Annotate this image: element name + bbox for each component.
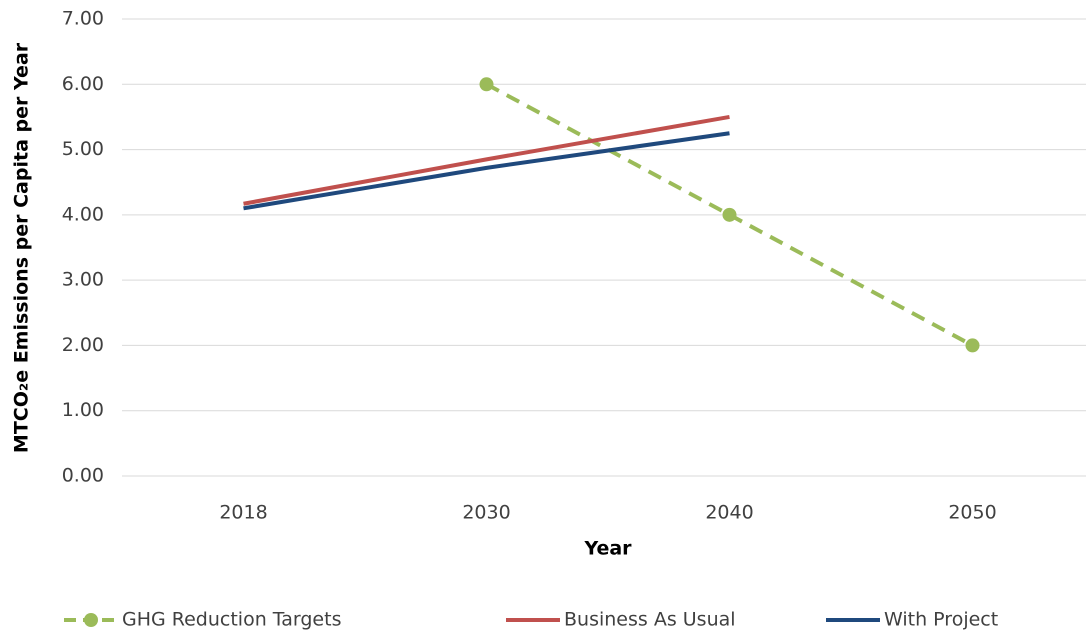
legend-label: With Project xyxy=(884,609,998,631)
y-axis-title: MTCO₂e Emissions per Capita per Year xyxy=(11,42,33,453)
y-tick-label: 6.00 xyxy=(62,73,104,95)
y-tick-label: 0.00 xyxy=(62,465,104,487)
marker xyxy=(722,207,737,222)
legend-label: GHG Reduction Targets xyxy=(122,609,341,631)
x-axis-title: Year xyxy=(583,538,632,560)
legend-marker xyxy=(84,613,98,627)
x-tick-label: 2018 xyxy=(219,502,267,524)
y-tick-label: 5.00 xyxy=(62,138,104,160)
y-tick-label: 4.00 xyxy=(62,203,104,225)
y-tick-label: 2.00 xyxy=(62,334,104,356)
marker xyxy=(479,77,494,92)
series-line xyxy=(243,131,730,211)
y-tick-label: 3.00 xyxy=(62,269,104,291)
y-tick-label: 7.00 xyxy=(62,8,104,30)
marker xyxy=(965,338,980,353)
x-tick-label: 2040 xyxy=(705,502,753,524)
legend-label: Business As Usual xyxy=(564,609,736,631)
series-line xyxy=(243,114,730,206)
x-tick-label: 2050 xyxy=(948,502,996,524)
x-tick-label: 2030 xyxy=(462,502,510,524)
y-tick-label: 1.00 xyxy=(62,399,104,421)
